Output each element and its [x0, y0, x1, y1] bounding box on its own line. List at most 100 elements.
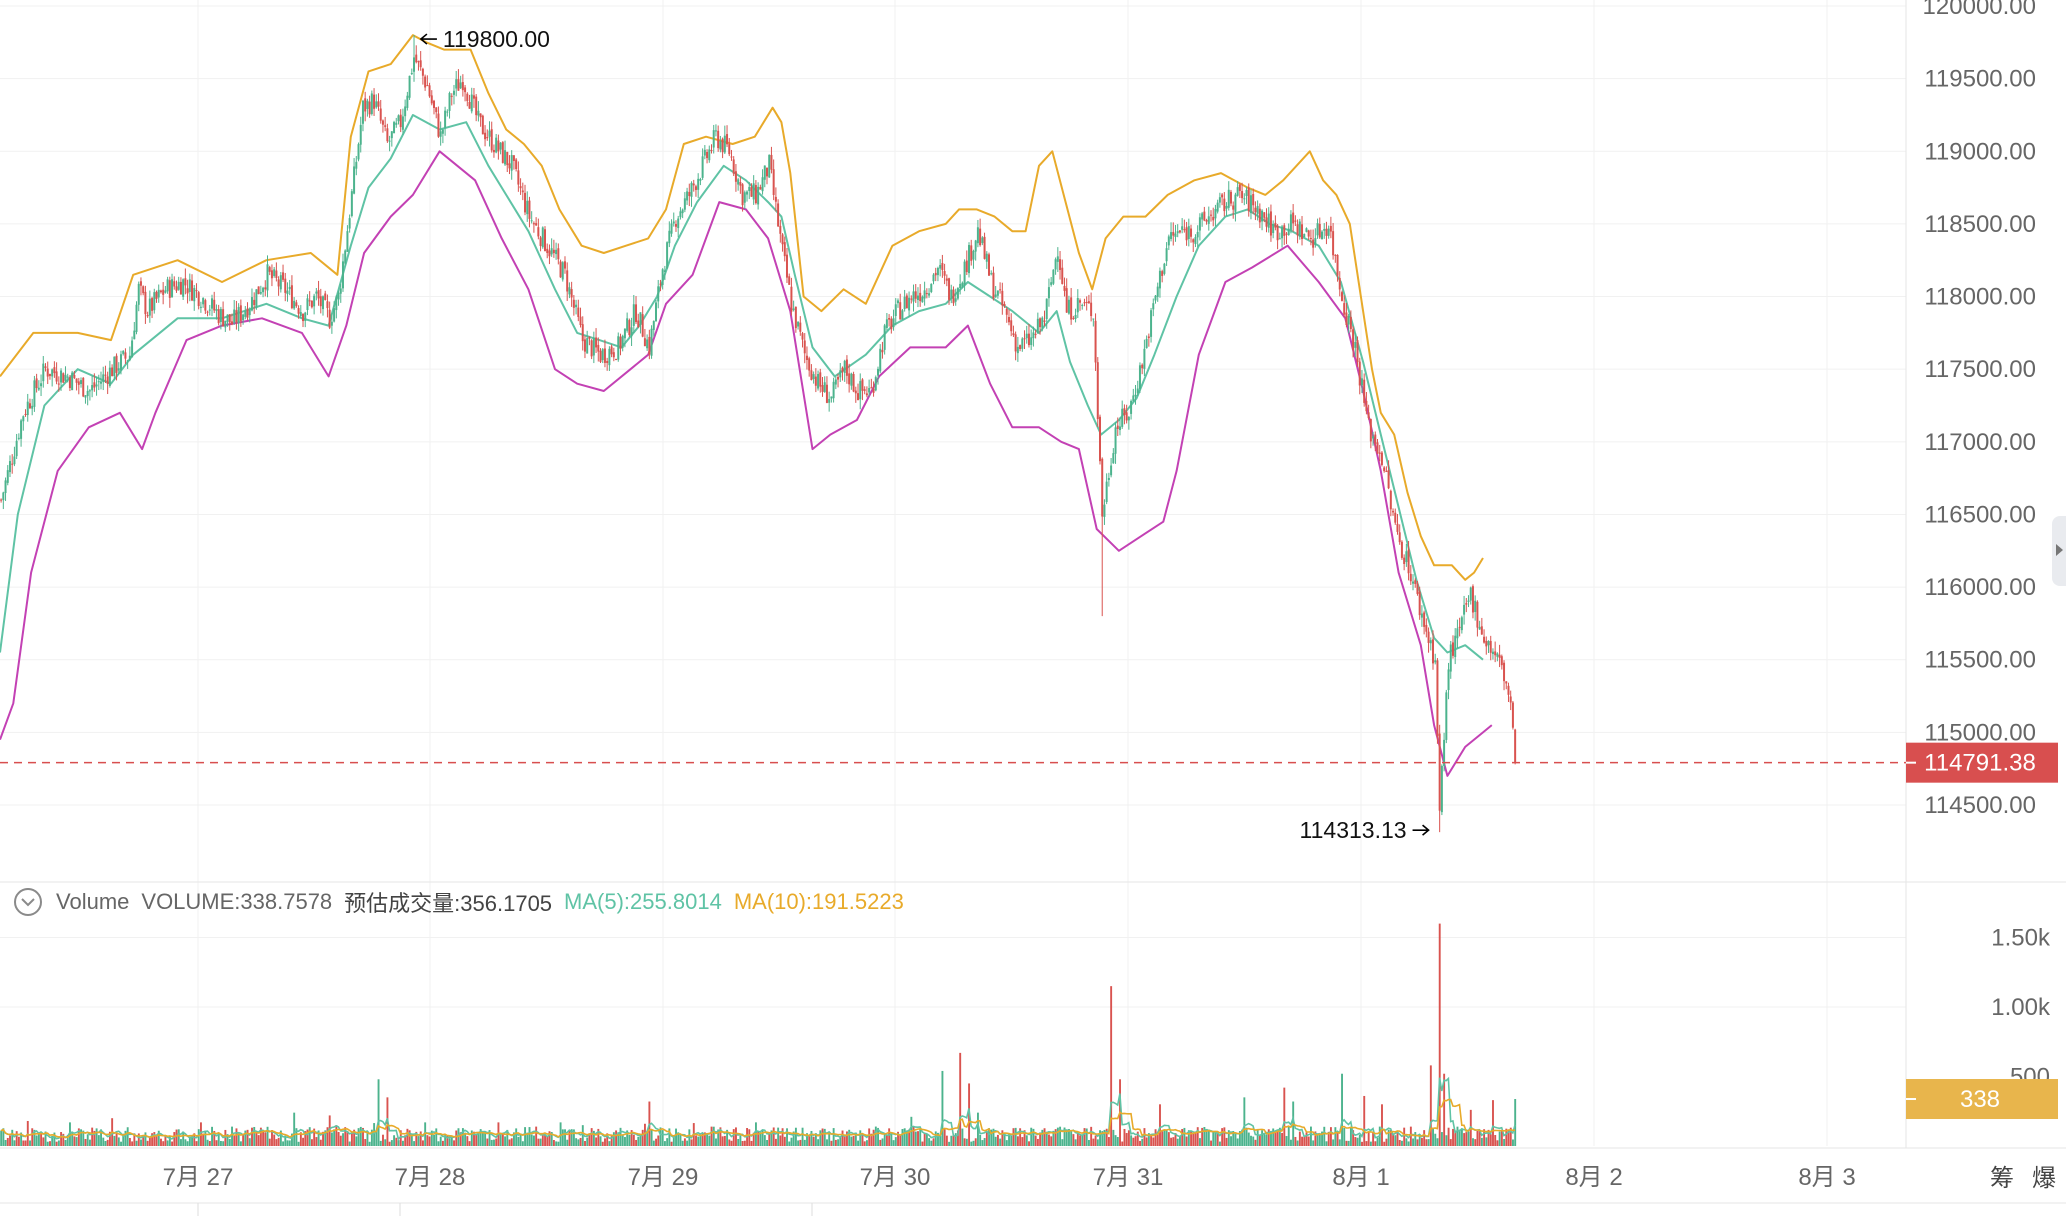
candle-body	[890, 318, 893, 330]
volume-bar	[271, 1129, 273, 1146]
candle-body	[1476, 601, 1479, 628]
candle-body	[1369, 419, 1372, 442]
side-panel-toggle[interactable]	[2052, 516, 2066, 586]
candle-body	[759, 187, 762, 190]
candle-body	[459, 82, 462, 89]
candle-body	[484, 132, 487, 140]
candle-body	[475, 96, 478, 116]
candle-body	[370, 93, 373, 114]
candle-body	[568, 287, 571, 295]
volume-bar	[29, 1140, 31, 1146]
candle-body	[586, 338, 589, 354]
candle-body	[1094, 320, 1097, 363]
candle-body	[1327, 228, 1330, 236]
candle-body	[1360, 378, 1363, 386]
candle-body	[1041, 317, 1044, 328]
candle-body	[881, 349, 884, 353]
candle-body	[466, 93, 469, 102]
volume-bar	[1030, 1127, 1033, 1146]
candle-body	[830, 396, 833, 399]
candle-body	[279, 275, 282, 290]
volume-bar	[486, 1138, 489, 1146]
candle-body	[177, 281, 180, 290]
candle-body	[601, 349, 604, 361]
candle-body	[131, 340, 134, 358]
boll-upper-line	[0, 34, 1484, 581]
volume-bar	[515, 1128, 518, 1146]
candle-body	[419, 60, 422, 68]
candle-body	[448, 93, 451, 111]
candle-body	[481, 115, 484, 135]
candle-body	[868, 388, 871, 393]
candle-body	[768, 154, 771, 178]
candle-body	[357, 144, 360, 160]
volume-bar	[208, 1141, 211, 1146]
volume-bar	[1016, 1136, 1019, 1146]
price-axis: 120000.00 119500.00 119000.00 118500.00 1180…	[1923, 0, 2036, 819]
candle-body	[179, 281, 182, 295]
volume-bar	[410, 1135, 413, 1146]
volume-bar	[1512, 1139, 1514, 1146]
candle-body	[561, 262, 564, 280]
candle-body	[113, 356, 116, 377]
volume-bar	[741, 1141, 744, 1146]
volume-bar	[1425, 1139, 1428, 1146]
candle-body	[1507, 685, 1510, 695]
candle-body	[1243, 198, 1246, 200]
volume-bar	[1145, 1137, 1148, 1146]
candle-body	[1076, 298, 1079, 313]
volume-bar	[477, 1131, 480, 1146]
candle-body	[843, 360, 846, 373]
candle-body	[304, 312, 307, 321]
candle-body	[413, 57, 416, 72]
candle-body	[950, 289, 953, 299]
candle-body	[1032, 332, 1035, 339]
candle-body	[599, 350, 602, 362]
chips-button[interactable]: 筹	[1990, 1164, 2014, 1192]
candle-body	[883, 325, 886, 350]
candle-body	[623, 328, 626, 339]
candle-body	[313, 295, 316, 307]
volume-bar	[1159, 1104, 1161, 1146]
time-tick-label: 8月 1	[1332, 1164, 1389, 1191]
candle-body	[934, 272, 937, 276]
volume-bar	[1088, 1140, 1090, 1146]
volume-bar	[248, 1138, 251, 1146]
volume-bar	[157, 1130, 160, 1146]
liquidation-button[interactable]: 爆	[2032, 1164, 2056, 1192]
volume-bar	[1214, 1131, 1217, 1146]
candle-body	[521, 190, 524, 193]
candle-body	[166, 279, 169, 292]
candle-body	[541, 227, 544, 248]
candle-body	[84, 395, 87, 398]
volume-bar	[1241, 1129, 1244, 1146]
volume-bar	[670, 1141, 673, 1146]
volume-bar	[524, 1127, 527, 1146]
volume-bar	[506, 1129, 509, 1146]
candle-body	[1092, 318, 1095, 320]
candle-body	[790, 286, 793, 312]
candle-body	[1198, 217, 1201, 231]
candle-body	[290, 285, 293, 309]
candle-body	[388, 140, 391, 142]
candle-body	[677, 218, 680, 229]
volume-bar	[839, 1137, 842, 1146]
volume-bar	[1272, 1128, 1275, 1146]
volume-bar	[262, 1129, 265, 1146]
volume-bar	[459, 1132, 462, 1146]
candle-body	[299, 312, 302, 317]
volume-bar	[484, 1131, 487, 1146]
candle-body	[492, 149, 495, 153]
volume-bar	[566, 1139, 569, 1146]
candle-body	[57, 383, 60, 385]
candle-body	[1429, 640, 1432, 644]
candle-body	[994, 294, 997, 298]
volume-bar	[932, 1138, 935, 1146]
candle-body	[182, 279, 185, 297]
collapse-toggle[interactable]	[14, 888, 42, 916]
volume-bar	[1136, 1131, 1139, 1146]
volume-bar	[268, 1138, 271, 1146]
volume-bar	[599, 1136, 602, 1146]
candle-body	[839, 370, 842, 378]
